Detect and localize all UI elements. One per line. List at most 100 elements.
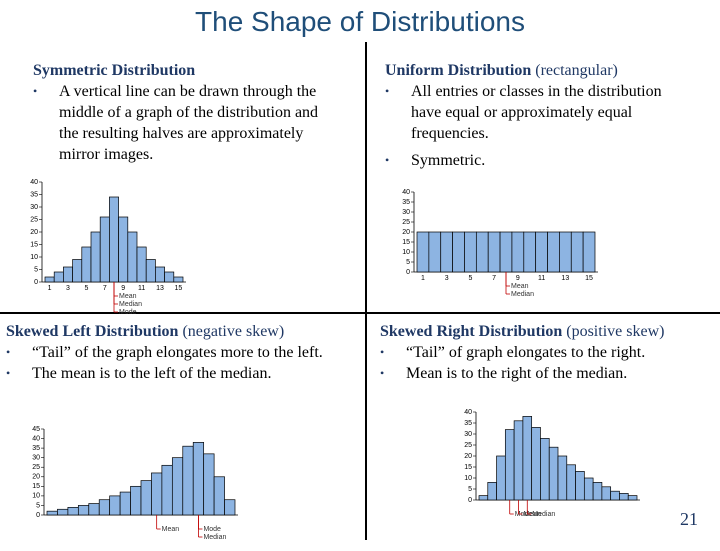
y-tick-label: 40 xyxy=(402,189,410,196)
bar xyxy=(213,476,225,516)
divider xyxy=(365,42,367,540)
bar xyxy=(452,231,465,273)
x-tick-label: 9 xyxy=(516,275,520,282)
bar xyxy=(531,427,541,501)
marker-label: Median xyxy=(511,291,534,298)
bar xyxy=(601,486,612,501)
bar xyxy=(53,271,64,283)
bar xyxy=(90,231,101,283)
bar xyxy=(570,231,584,273)
bar xyxy=(203,453,215,516)
bar xyxy=(583,477,594,501)
y-tick-label: 5 xyxy=(468,486,472,493)
bar xyxy=(99,216,110,283)
y-tick-label: 35 xyxy=(30,191,38,198)
x-tick-label: 11 xyxy=(138,285,145,292)
bar xyxy=(566,464,576,501)
x-tick-label: 13 xyxy=(156,285,164,292)
x-tick-label: 13 xyxy=(561,275,569,282)
divider xyxy=(0,312,720,314)
y-tick-label: 5 xyxy=(34,266,38,273)
y-tick-label: 0 xyxy=(406,269,410,276)
bar xyxy=(88,503,100,516)
bar xyxy=(548,446,559,501)
marker-label: Median xyxy=(203,534,226,541)
bar xyxy=(164,271,175,283)
y-tick-label: 10 xyxy=(464,475,472,482)
bar xyxy=(81,246,92,283)
x-tick-label: 11 xyxy=(538,275,545,282)
panel: Skewed Left Distribution (negative skew)… xyxy=(6,321,366,384)
bar xyxy=(513,420,524,501)
bar xyxy=(224,499,236,516)
y-tick-label: 25 xyxy=(30,216,38,223)
bar xyxy=(547,231,560,273)
bar xyxy=(72,259,83,283)
y-tick-label: 30 xyxy=(30,204,38,211)
bar xyxy=(487,231,501,273)
y-tick-label: 0 xyxy=(36,512,40,519)
x-tick-label: 15 xyxy=(585,275,593,282)
y-tick-label: 35 xyxy=(402,199,410,206)
heading-text: Uniform Distribution xyxy=(385,62,532,79)
y-tick-label: 5 xyxy=(406,259,410,266)
bar xyxy=(67,507,79,516)
bar xyxy=(77,505,90,516)
marker-label: Median xyxy=(532,511,555,518)
y-tick-label: 35 xyxy=(32,445,40,452)
bar xyxy=(44,276,55,283)
y-tick-label: 15 xyxy=(32,483,40,490)
bar xyxy=(127,231,138,283)
y-tick-label: 0 xyxy=(468,497,472,504)
bar xyxy=(155,266,165,283)
bar xyxy=(151,472,163,516)
y-tick-label: 10 xyxy=(30,254,38,261)
y-tick-label: 40 xyxy=(32,435,40,442)
marker-label: Mode xyxy=(119,309,137,316)
bar xyxy=(63,266,73,283)
bar xyxy=(523,231,537,273)
panel: Uniform Distribution (rectangular)All en… xyxy=(385,60,675,171)
x-tick-label: 1 xyxy=(421,275,425,282)
bar xyxy=(440,231,453,273)
bar xyxy=(504,429,515,501)
marker-label: Mean xyxy=(162,526,180,533)
y-tick-label: 10 xyxy=(32,493,40,500)
panel: Skewed Right Distribution (positive skew… xyxy=(380,321,720,384)
bar xyxy=(464,231,477,273)
heading: Skewed Right Distribution (positive skew… xyxy=(380,321,720,342)
x-tick-label: 3 xyxy=(66,285,70,292)
bullet: “Tail” of graph elongates to the right. xyxy=(380,342,720,363)
bar xyxy=(119,491,131,516)
bar xyxy=(161,464,173,516)
x-tick-label: 7 xyxy=(103,285,107,292)
x-tick-label: 5 xyxy=(84,285,88,292)
bar xyxy=(627,495,638,501)
bar xyxy=(98,499,111,516)
bar xyxy=(136,246,147,283)
x-tick-label: 7 xyxy=(492,275,496,282)
bar xyxy=(511,231,525,273)
bar xyxy=(522,416,533,501)
bullet: All entries or classes in the distributi… xyxy=(385,81,675,144)
bar xyxy=(582,231,596,273)
bar xyxy=(559,231,572,273)
bar xyxy=(109,196,119,283)
y-tick-label: 30 xyxy=(464,431,472,438)
heading-text: Skewed Left Distribution xyxy=(6,323,179,340)
x-tick-label: 3 xyxy=(445,275,449,282)
bar xyxy=(192,442,205,516)
bar xyxy=(557,455,568,501)
x-tick-label: 9 xyxy=(121,285,125,292)
heading-text: Skewed Right Distribution xyxy=(380,323,563,340)
bar xyxy=(428,231,442,273)
y-tick-label: 5 xyxy=(36,502,40,509)
bar xyxy=(487,482,497,501)
bullet: “Tail” of the graph elongates more to th… xyxy=(6,342,366,363)
bar xyxy=(592,482,603,501)
bar xyxy=(575,471,585,501)
bullet: Mean is to the right of the median. xyxy=(380,363,720,384)
